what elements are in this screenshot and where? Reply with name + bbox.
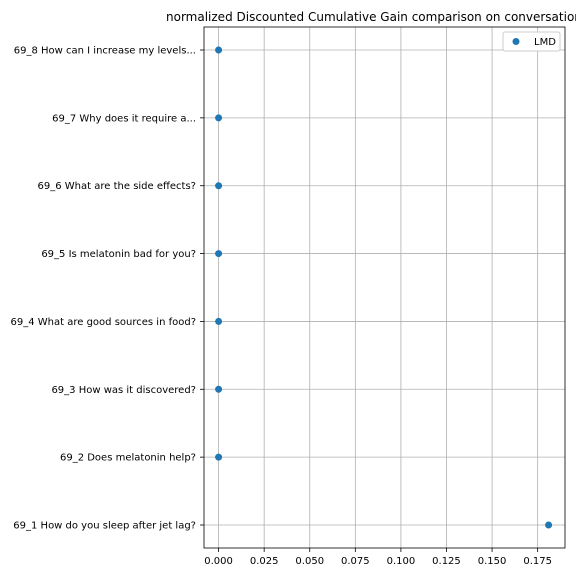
y-tick-label: 69_4 What are good sources in food? — [11, 317, 196, 328]
y-tick-label: 69_7 Why does it require a... — [52, 113, 196, 124]
data-point — [215, 317, 223, 325]
axes-frame — [203, 26, 566, 549]
x-tick-label: 0.050 — [295, 556, 324, 567]
data-point — [215, 114, 223, 122]
y-axis-ticks: 69_1 How do you sleep after jet lag? 69_2… — [11, 46, 204, 532]
legend-marker — [512, 38, 520, 45]
y-tick-label: 69_1 How do you sleep after jet lag? — [13, 521, 196, 532]
y-tick-label: 69_5 Is melatonin bad for you? — [41, 249, 196, 260]
x-tick-label: 0.125 — [432, 556, 461, 567]
chart-title: normalized Discounted Cumulative Gain co… — [166, 10, 576, 24]
x-tick-label: 0.175 — [523, 556, 552, 567]
y-tick-label: 69_6 What are the side effects? — [38, 181, 196, 192]
grid-lines — [204, 27, 565, 548]
x-tick-label: 0.000 — [204, 556, 233, 567]
legend-label: LMD — [534, 37, 556, 48]
data-point — [215, 182, 223, 190]
legend: LMD — [502, 31, 561, 52]
data-point — [215, 453, 223, 461]
x-tick-label: 0.100 — [387, 556, 416, 567]
y-tick-label: 69_2 Does melatonin help? — [60, 453, 196, 464]
data-point — [215, 250, 223, 258]
legend-box — [502, 31, 561, 52]
x-tick-label: 0.150 — [478, 556, 507, 567]
y-tick-label: 69_8 How can I increase my levels... — [14, 46, 196, 57]
x-axis-ticks: 0.000 0.025 0.050 0.075 0.100 0.125 0.150 0.175 — [204, 548, 552, 567]
data-point — [215, 385, 223, 393]
data-point — [215, 46, 223, 54]
x-tick-label: 0.025 — [250, 556, 279, 567]
data-point — [545, 521, 553, 529]
plot-frame — [203, 26, 566, 549]
data-points — [215, 46, 553, 529]
y-tick-label: 69_3 How was it discovered? — [51, 385, 196, 396]
x-tick-label: 0.075 — [341, 556, 370, 567]
